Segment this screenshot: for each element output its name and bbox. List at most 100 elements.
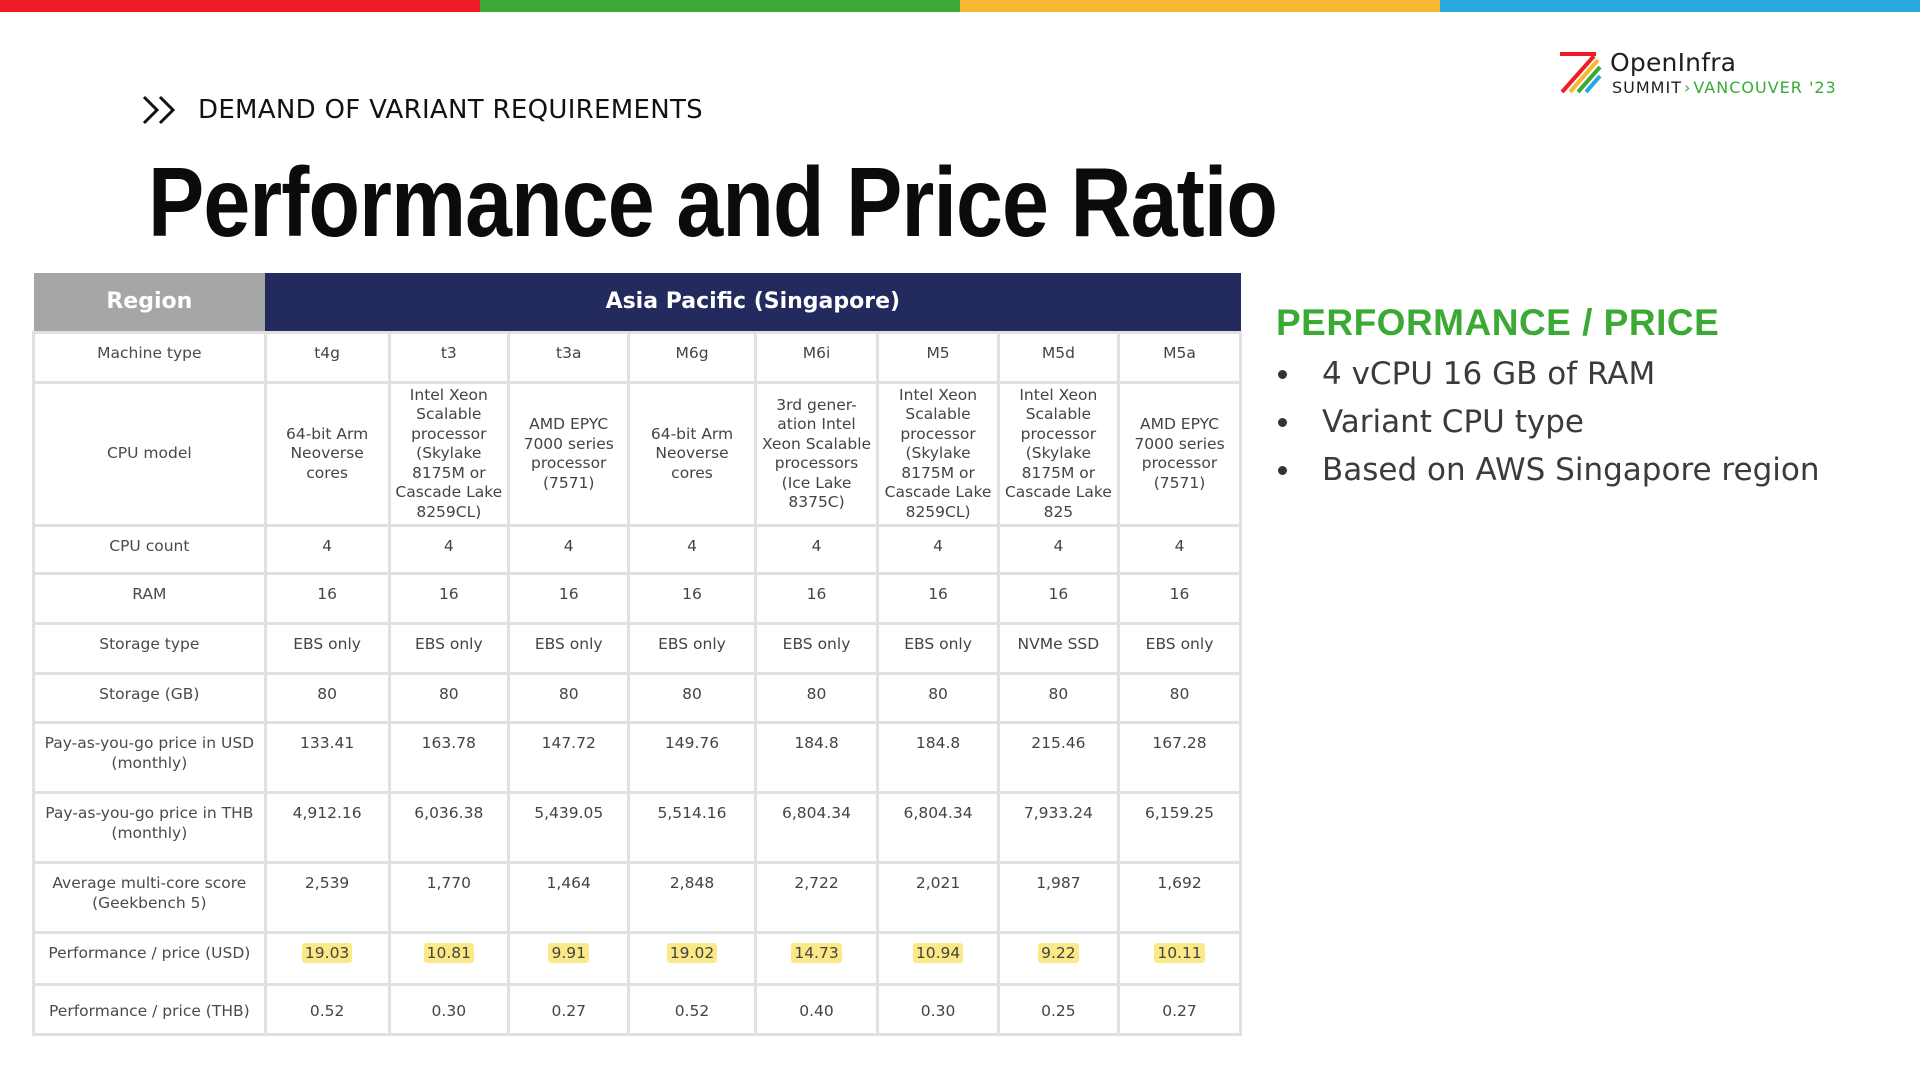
table-row: Storage type EBS only EBS only EBS only EBS … xyxy=(32,622,1242,675)
table-cell: 2,848 xyxy=(627,861,757,934)
table-cell: AMD EPYC 7000 series processor (7571) xyxy=(507,381,631,527)
table-cell: 64-bit Arm Neoverse cores xyxy=(627,381,757,527)
instance-comparison-table: Region Asia Pacific (Singapore) Machine … xyxy=(32,273,1242,1036)
table-cell: 184.8 xyxy=(753,721,880,794)
table-row: Storage (GB) 80 80 80 80 80 80 80 80 xyxy=(32,672,1242,724)
row-label: CPU count xyxy=(32,524,267,575)
top-color-bar xyxy=(0,0,1920,12)
table-cell: 16 xyxy=(1117,572,1242,625)
table-cell: M6g xyxy=(627,331,757,384)
color-strip-green xyxy=(480,0,960,12)
table-row: Performance / price (THB) 0.52 0.30 0.27 0.5… xyxy=(32,983,1242,1036)
table-cell: M5 xyxy=(876,331,1000,384)
table-cell: t3 xyxy=(387,331,511,384)
openinfra-mark-icon xyxy=(1560,52,1602,94)
table-cell: t3a xyxy=(507,331,631,384)
table-cell: 6,159.25 xyxy=(1117,791,1242,864)
row-label: Machine type xyxy=(32,331,267,384)
table-cell: 0.52 xyxy=(627,983,757,1036)
table-cell: EBS only xyxy=(507,622,631,675)
table-cell: 0.30 xyxy=(876,983,1000,1036)
table-cell: EBS only xyxy=(263,622,391,675)
double-chevron-icon xyxy=(142,95,176,125)
table-cell: 6,036.38 xyxy=(387,791,511,864)
table-cell: 80 xyxy=(627,672,757,724)
table-row: Average multi-core score (Geekbench 5) 2,… xyxy=(32,861,1242,934)
row-label: Performance / price (USD) xyxy=(32,931,267,986)
table-cell: 4 xyxy=(753,524,880,575)
table-cell: 4 xyxy=(387,524,511,575)
table-cell: 10.94 xyxy=(876,931,1000,986)
table-cell: EBS only xyxy=(1117,622,1242,675)
table-cell: 184.8 xyxy=(876,721,1000,794)
table-cell: 16 xyxy=(996,572,1121,625)
table-cell: 4 xyxy=(876,524,1000,575)
table-row: RAM 16 16 16 16 16 16 16 16 xyxy=(32,572,1242,625)
table-row: Pay-as-you-go price in THB (monthly) 4,91… xyxy=(32,791,1242,864)
logo-sub-arrow: › xyxy=(1683,78,1692,97)
table-row: Machine type t4g t3 t3a M6g M6i M5 M5d M5a xyxy=(32,331,1242,384)
table-cell: EBS only xyxy=(627,622,757,675)
table-cell: 80 xyxy=(507,672,631,724)
table-row: Pay-as-you-go price in USD (monthly) 133.… xyxy=(32,721,1242,794)
table-cell: 0.30 xyxy=(387,983,511,1036)
table-cell: 163.78 xyxy=(387,721,511,794)
row-label: RAM xyxy=(32,572,267,625)
table-cell: 10.81 xyxy=(387,931,511,986)
row-label: Storage type xyxy=(32,622,267,675)
table-cell: 2,539 xyxy=(263,861,391,934)
bullet-item: Based on AWS Singapore region xyxy=(1276,446,1819,494)
openinfra-logo: OpenInfra SUMMIT › VANCOUVER '23 xyxy=(1558,48,1858,100)
bullet-text: 4 vCPU 16 GB of RAM xyxy=(1322,356,1656,392)
table-cell: Intel Xeon Scalable processor (Skylake 8… xyxy=(876,381,1000,527)
table-cell: 1,464 xyxy=(507,861,631,934)
bullet-text: Based on AWS Singapore region xyxy=(1322,452,1820,488)
table-cell: 19.03 xyxy=(263,931,391,986)
row-label: CPU model xyxy=(32,381,267,527)
section-label: DEMAND OF VARIANT REQUIREMENTS xyxy=(140,90,703,130)
logo-sub-summit: SUMMIT xyxy=(1612,78,1682,97)
table-cell: M6i xyxy=(753,331,880,384)
side-bullet-list: 4 vCPU 16 GB of RAM Variant CPU type Bas… xyxy=(1276,350,1819,494)
table-cell: 2,021 xyxy=(876,861,1000,934)
table-cell: Intel Xeon Scalable processor (Skylake 8… xyxy=(996,381,1121,527)
table-cell: 80 xyxy=(753,672,880,724)
table-cell: 147.72 xyxy=(507,721,631,794)
logo-brand-text: OpenInfra xyxy=(1610,48,1737,77)
table-cell: 80 xyxy=(996,672,1121,724)
table-cell: 80 xyxy=(1117,672,1242,724)
table-cell: 80 xyxy=(876,672,1000,724)
highlighted-value: 19.03 xyxy=(301,943,353,963)
table-cell: 167.28 xyxy=(1117,721,1242,794)
table-cell: t4g xyxy=(263,331,391,384)
row-label: Pay-as-you-go price in THB (monthly) xyxy=(32,791,267,864)
table-cell: 3rd gener-ation Intel Xeon Scalable proc… xyxy=(753,381,880,527)
row-label: Performance / price (THB) xyxy=(32,983,267,1036)
region-value: Asia Pacific (Singapore) xyxy=(265,273,1241,333)
bullet-text: Variant CPU type xyxy=(1322,404,1584,440)
table-cell: 0.25 xyxy=(996,983,1121,1036)
table-cell: 16 xyxy=(876,572,1000,625)
highlighted-value: 9.22 xyxy=(1038,943,1079,963)
table-cell: 16 xyxy=(507,572,631,625)
bullet-dot-icon xyxy=(1278,466,1287,475)
highlighted-value: 9.91 xyxy=(548,943,589,963)
row-label: Pay-as-you-go price in USD (monthly) xyxy=(32,721,267,794)
table-cell: 4 xyxy=(263,524,391,575)
logo-subtitle: SUMMIT › VANCOUVER '23 xyxy=(1612,78,1837,97)
color-strip-blue xyxy=(1440,0,1920,12)
table-cell: 16 xyxy=(263,572,391,625)
highlighted-value: 10.81 xyxy=(423,943,474,963)
table-cell: 9.91 xyxy=(507,931,631,986)
table-cell: 9.22 xyxy=(996,931,1121,986)
table-cell: 80 xyxy=(263,672,391,724)
table-row: Performance / price (USD) 19.03 10.81 9.91 1… xyxy=(32,931,1242,986)
table-cell: 1,770 xyxy=(387,861,511,934)
logo-sub-vancouver: VANCOUVER '23 xyxy=(1693,78,1837,97)
table-cell: M5d xyxy=(996,331,1121,384)
table-cell: 6,804.34 xyxy=(753,791,880,864)
bullet-item: 4 vCPU 16 GB of RAM xyxy=(1276,350,1819,398)
table-cell: EBS only xyxy=(876,622,1000,675)
section-label-text: DEMAND OF VARIANT REQUIREMENTS xyxy=(198,95,703,125)
table-cell: 5,439.05 xyxy=(507,791,631,864)
